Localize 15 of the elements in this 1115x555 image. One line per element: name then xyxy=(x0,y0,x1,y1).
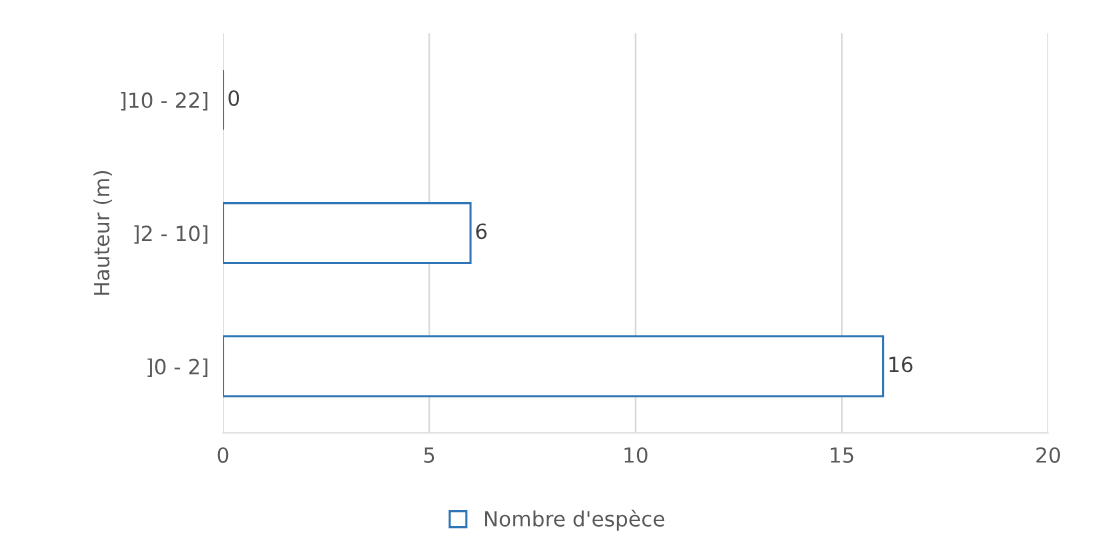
y-tick-label: ]0 - 2] xyxy=(147,358,208,377)
x-tick-label: 10 xyxy=(624,447,648,463)
x-tick-label: 20 xyxy=(1036,447,1060,463)
data-label: 6 xyxy=(476,223,487,240)
y-tick-label: ]10 - 22] xyxy=(121,91,208,111)
bar xyxy=(223,335,885,398)
x-tick-label: 15 xyxy=(830,447,854,463)
legend-label: Nombre d'espèce xyxy=(485,509,665,531)
y-axis-title: Hauteur (m) xyxy=(93,171,112,295)
data-label: 16 xyxy=(889,356,913,373)
y-tick-label: ]2 - 10] xyxy=(134,225,208,244)
x-tick-label: 5 xyxy=(424,447,435,463)
x-tick-label: 0 xyxy=(217,447,229,463)
bar xyxy=(223,202,472,265)
data-label: 0 xyxy=(228,90,240,106)
